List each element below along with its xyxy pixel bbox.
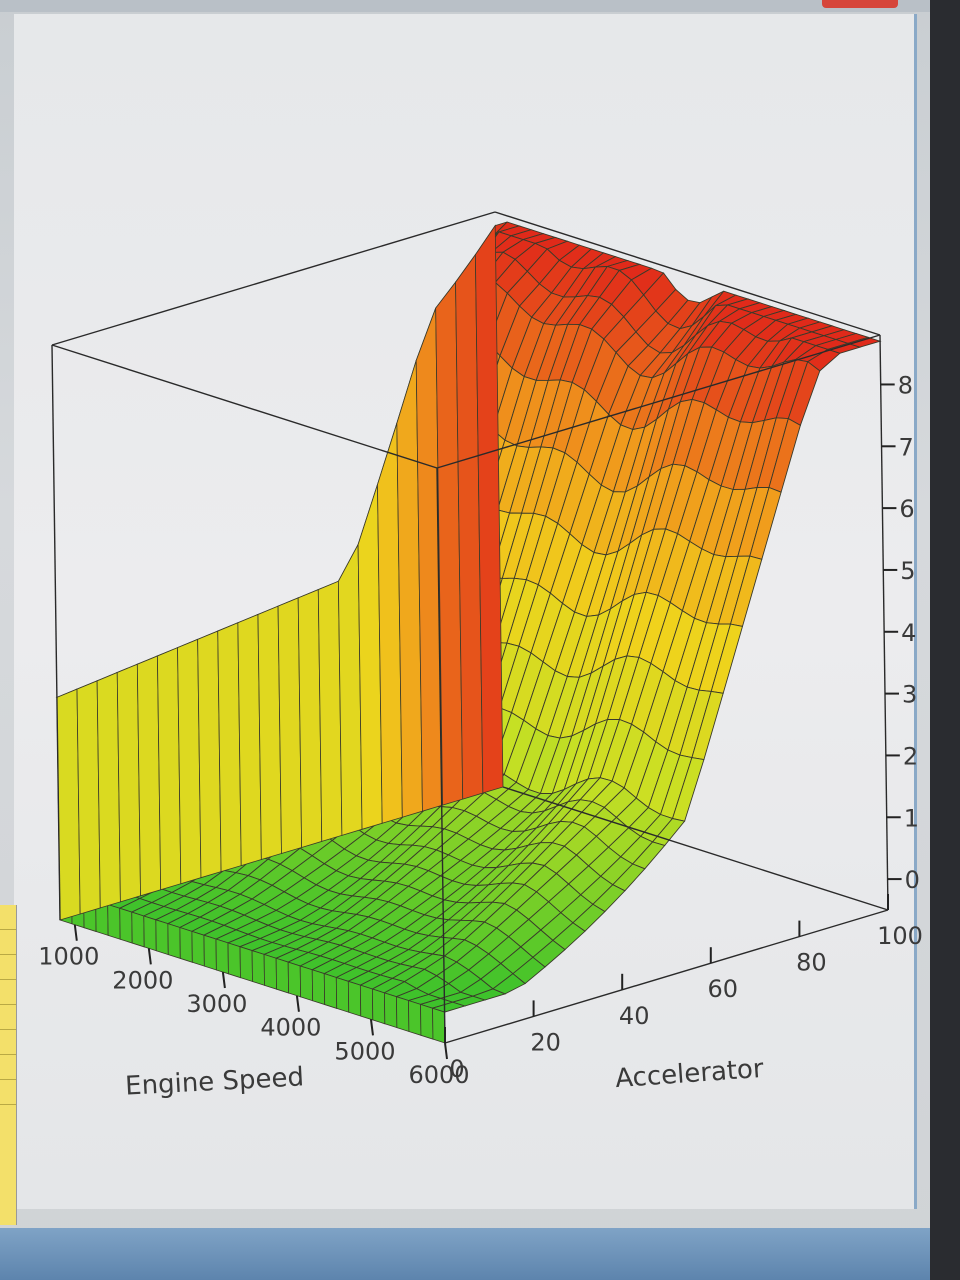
surface-skirt xyxy=(335,976,350,1013)
z-tick-label: 6 xyxy=(899,495,914,523)
surface-skirt xyxy=(299,965,314,1002)
surface-skirt xyxy=(143,915,157,952)
box-edge xyxy=(879,334,889,911)
axis-ticks xyxy=(73,383,902,1060)
surface-skirt xyxy=(347,980,362,1017)
box-edge xyxy=(51,344,438,469)
surface-skirt xyxy=(167,923,181,959)
surface-skirt xyxy=(76,680,101,915)
x-tick xyxy=(147,948,152,965)
box-edge xyxy=(436,334,881,469)
surface-skirt xyxy=(237,613,262,867)
surface-skirt xyxy=(359,984,374,1021)
surface-skirt xyxy=(217,622,242,873)
surface-skirt xyxy=(177,638,202,885)
x-tick xyxy=(369,1019,374,1036)
x-tick xyxy=(73,924,78,941)
surface-skirt xyxy=(371,988,386,1025)
z-tick-label: 1 xyxy=(904,804,919,832)
bounding-box xyxy=(51,211,889,1044)
box-edge xyxy=(502,786,889,911)
surface-skirt xyxy=(116,663,141,903)
surface-skirt xyxy=(311,969,326,1006)
y-tick-label: 80 xyxy=(796,949,827,977)
y-tick-label: 100 xyxy=(877,922,923,950)
surface-skirt xyxy=(323,973,338,1009)
surface-skirt xyxy=(155,919,169,956)
z-tick-label: 8 xyxy=(898,371,913,399)
y-tick-label: 40 xyxy=(619,1002,650,1030)
box-edge xyxy=(436,467,446,1044)
spreadsheet-edge xyxy=(0,905,17,1225)
surface-skirt xyxy=(191,930,205,967)
surface-skirt xyxy=(119,907,133,944)
z-tick-label: 5 xyxy=(900,557,915,585)
surface-skirt xyxy=(56,688,81,921)
surface-skirt xyxy=(131,911,145,948)
box-edge xyxy=(51,211,496,346)
x-tick-label: 2000 xyxy=(112,966,173,994)
surface-skirt xyxy=(408,1000,422,1036)
x-tick-label: 4000 xyxy=(260,1014,321,1042)
surface-skirt xyxy=(215,938,229,975)
y-tick-label: 60 xyxy=(708,975,739,1003)
x-tick-label: 3000 xyxy=(186,990,247,1018)
close-button[interactable] xyxy=(822,0,898,8)
surface-mesh xyxy=(55,221,882,1044)
surface-skirt xyxy=(227,942,241,979)
surface-skirt xyxy=(474,224,504,794)
surface-skirt xyxy=(96,671,121,909)
surface-skirt xyxy=(197,630,222,879)
surface-skirt xyxy=(257,605,282,861)
surface-skirt xyxy=(107,903,121,940)
surface-skirt xyxy=(297,589,323,848)
surface-skirt xyxy=(263,953,277,990)
box-edge xyxy=(51,344,61,921)
y-tick-label: 0 xyxy=(449,1055,464,1083)
surface-skirt xyxy=(277,597,303,855)
z-tick-label: 3 xyxy=(902,681,917,709)
surface-skirt xyxy=(420,1003,434,1040)
surface-skirt xyxy=(396,996,410,1033)
surface-skirt xyxy=(384,992,398,1029)
x-tick xyxy=(221,971,226,989)
z-tick-label: 4 xyxy=(901,619,916,647)
window-frame xyxy=(0,1228,930,1280)
surface-skirt xyxy=(203,934,217,971)
x-tick xyxy=(295,995,300,1012)
surface-skirt xyxy=(287,961,302,998)
tick-labels: 1000200030004000500060000204060801000123… xyxy=(38,371,923,1089)
x-tick-label: 1000 xyxy=(38,943,99,971)
box-edge xyxy=(494,211,881,336)
surface-skirt xyxy=(275,957,290,994)
z-tick-label: 0 xyxy=(905,866,920,894)
y-tick-label: 20 xyxy=(530,1028,561,1056)
surface-skirt xyxy=(179,926,193,963)
z-tick-label: 7 xyxy=(899,433,914,461)
x-tick xyxy=(444,1042,448,1060)
x-axis-label: Engine Speed xyxy=(124,1062,304,1101)
box-edge xyxy=(444,909,889,1044)
surface-skirt xyxy=(157,647,182,891)
surface-skirt xyxy=(136,655,162,897)
x-tick-label: 5000 xyxy=(334,1037,395,1065)
surface-skirt xyxy=(239,946,253,983)
window-titlebar xyxy=(0,0,930,12)
surface-skirt xyxy=(432,1007,446,1044)
surface-skirt xyxy=(251,950,265,986)
y-axis-label: Accelerator xyxy=(614,1054,765,1094)
z-tick-label: 2 xyxy=(903,742,918,770)
x-tick-label: 6000 xyxy=(408,1061,469,1089)
surface-skirt xyxy=(317,580,343,842)
